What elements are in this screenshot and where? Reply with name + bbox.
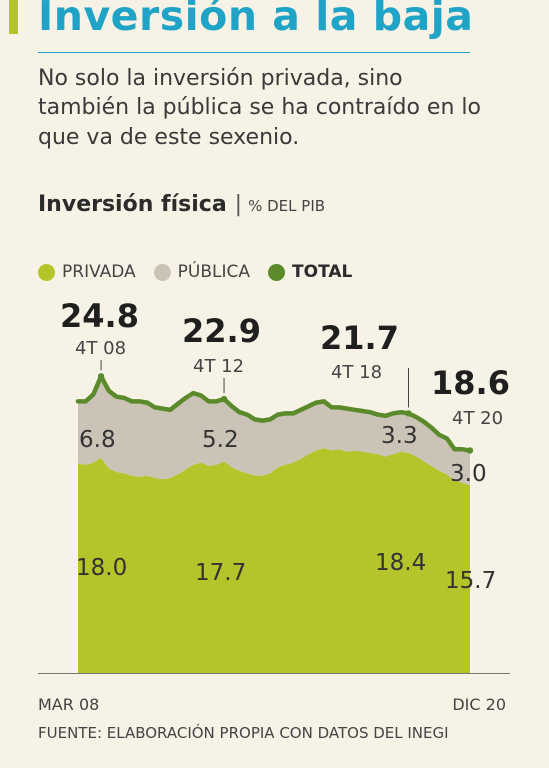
annotation-value: 22.9: [182, 312, 261, 350]
total-point: [415, 415, 418, 419]
page-subtitle: No solo la inversión privada, sino tambi…: [38, 66, 481, 150]
chart-title-separator: |: [234, 192, 243, 217]
total-point: [391, 412, 395, 415]
total-point: [338, 406, 341, 409]
total-point: [399, 411, 402, 414]
source-note: FUENTE: ELABORACIÓN PROPIA CON DATOS DEL…: [38, 724, 449, 742]
legend-swatch-privada: [38, 263, 55, 281]
total-point: [453, 448, 456, 451]
total-point: [315, 401, 318, 404]
title-accent-bar: [9, 0, 18, 34]
publica-area-label: 6.8: [79, 427, 116, 453]
annotation-date: 4T 20: [452, 408, 503, 429]
total-point: [299, 408, 303, 411]
total-point: [238, 411, 241, 414]
legend-item-total: TOTAL: [268, 262, 352, 282]
chart-unit: % DEL PIB: [248, 197, 326, 215]
total-point: [292, 412, 295, 415]
annotation-marker: [405, 410, 412, 417]
total-point: [184, 396, 187, 400]
total-point: [284, 412, 287, 415]
total-point: [199, 394, 203, 397]
privada-area-label: 17.7: [195, 560, 246, 586]
total-point: [261, 419, 264, 422]
chart-title: Inversión física: [38, 192, 227, 217]
total-point: [130, 400, 133, 403]
annotation-value: 18.6: [431, 364, 510, 402]
privada-area-label: 18.0: [76, 555, 127, 581]
chart-header: Inversión física | % DEL PIB: [38, 192, 325, 217]
annotation-date: 4T 18: [331, 362, 382, 383]
privada-area: [78, 448, 470, 673]
total-point: [330, 406, 333, 409]
total-point: [461, 448, 464, 451]
total-point: [207, 400, 210, 403]
total-point: [307, 405, 310, 408]
total-point: [192, 391, 195, 395]
x-tick-label-end: DIC 20: [452, 695, 506, 714]
total-point: [376, 413, 379, 416]
total-point: [92, 393, 95, 396]
chart-legend: PRIVADA PÚBLICA TOTAL: [38, 262, 370, 282]
total-point: [422, 420, 426, 423]
total-point: [176, 402, 180, 405]
title-underline: [38, 52, 470, 53]
annotation-marker: [220, 395, 228, 403]
publica-area-label: 5.2: [202, 427, 239, 453]
total-point: [384, 414, 387, 417]
annotation-date: 4T 08: [75, 338, 126, 359]
total-point: [84, 400, 87, 403]
total-point: [153, 406, 157, 409]
publica-area-label: 3.3: [381, 423, 418, 449]
publica-area: [78, 376, 470, 486]
total-point: [276, 413, 279, 416]
privada-area-label: 15.7: [445, 568, 496, 594]
total-point: [253, 418, 256, 421]
total-point: [122, 396, 126, 400]
total-point: [430, 426, 433, 429]
legend-swatch-total: [268, 263, 286, 281]
legend-label-privada: PRIVADA: [62, 262, 136, 282]
total-point: [230, 405, 233, 408]
total-point: [353, 408, 356, 411]
x-tick-label-start: MAR 08: [38, 695, 99, 714]
annotation-value: 21.7: [320, 319, 399, 357]
total-point: [445, 437, 449, 440]
annotation-marker: [97, 373, 105, 380]
total-point: [146, 401, 149, 404]
total-point: [438, 433, 441, 437]
total-point: [368, 411, 372, 414]
legend-label-total: TOTAL: [292, 262, 353, 282]
publica-area-label: 3.0: [450, 461, 487, 487]
privada-area-label: 18.4: [375, 550, 426, 576]
annotation-marker: [466, 447, 474, 454]
total-point: [76, 400, 80, 403]
legend-swatch-publica: [153, 263, 171, 281]
annotation-value: 24.8: [60, 297, 139, 335]
total-point: [107, 389, 110, 392]
legend-label-publica: PÚBLICA: [177, 262, 251, 282]
total-point: [322, 400, 326, 403]
total-point: [215, 400, 218, 403]
total-point: [269, 418, 272, 421]
total-point: [115, 395, 118, 398]
total-line: [75, 374, 473, 453]
total-point: [361, 409, 364, 413]
total-point: [169, 408, 172, 411]
total-point: [161, 407, 164, 410]
total-point: [245, 413, 249, 416]
page-title: Inversión a la baja: [38, 0, 474, 40]
total-point: [345, 407, 349, 410]
annotation-date: 4T 12: [193, 356, 244, 377]
legend-item-privada: PRIVADA: [38, 262, 136, 282]
total-point: [138, 400, 141, 403]
legend-item-publica: PÚBLICA: [153, 262, 251, 282]
